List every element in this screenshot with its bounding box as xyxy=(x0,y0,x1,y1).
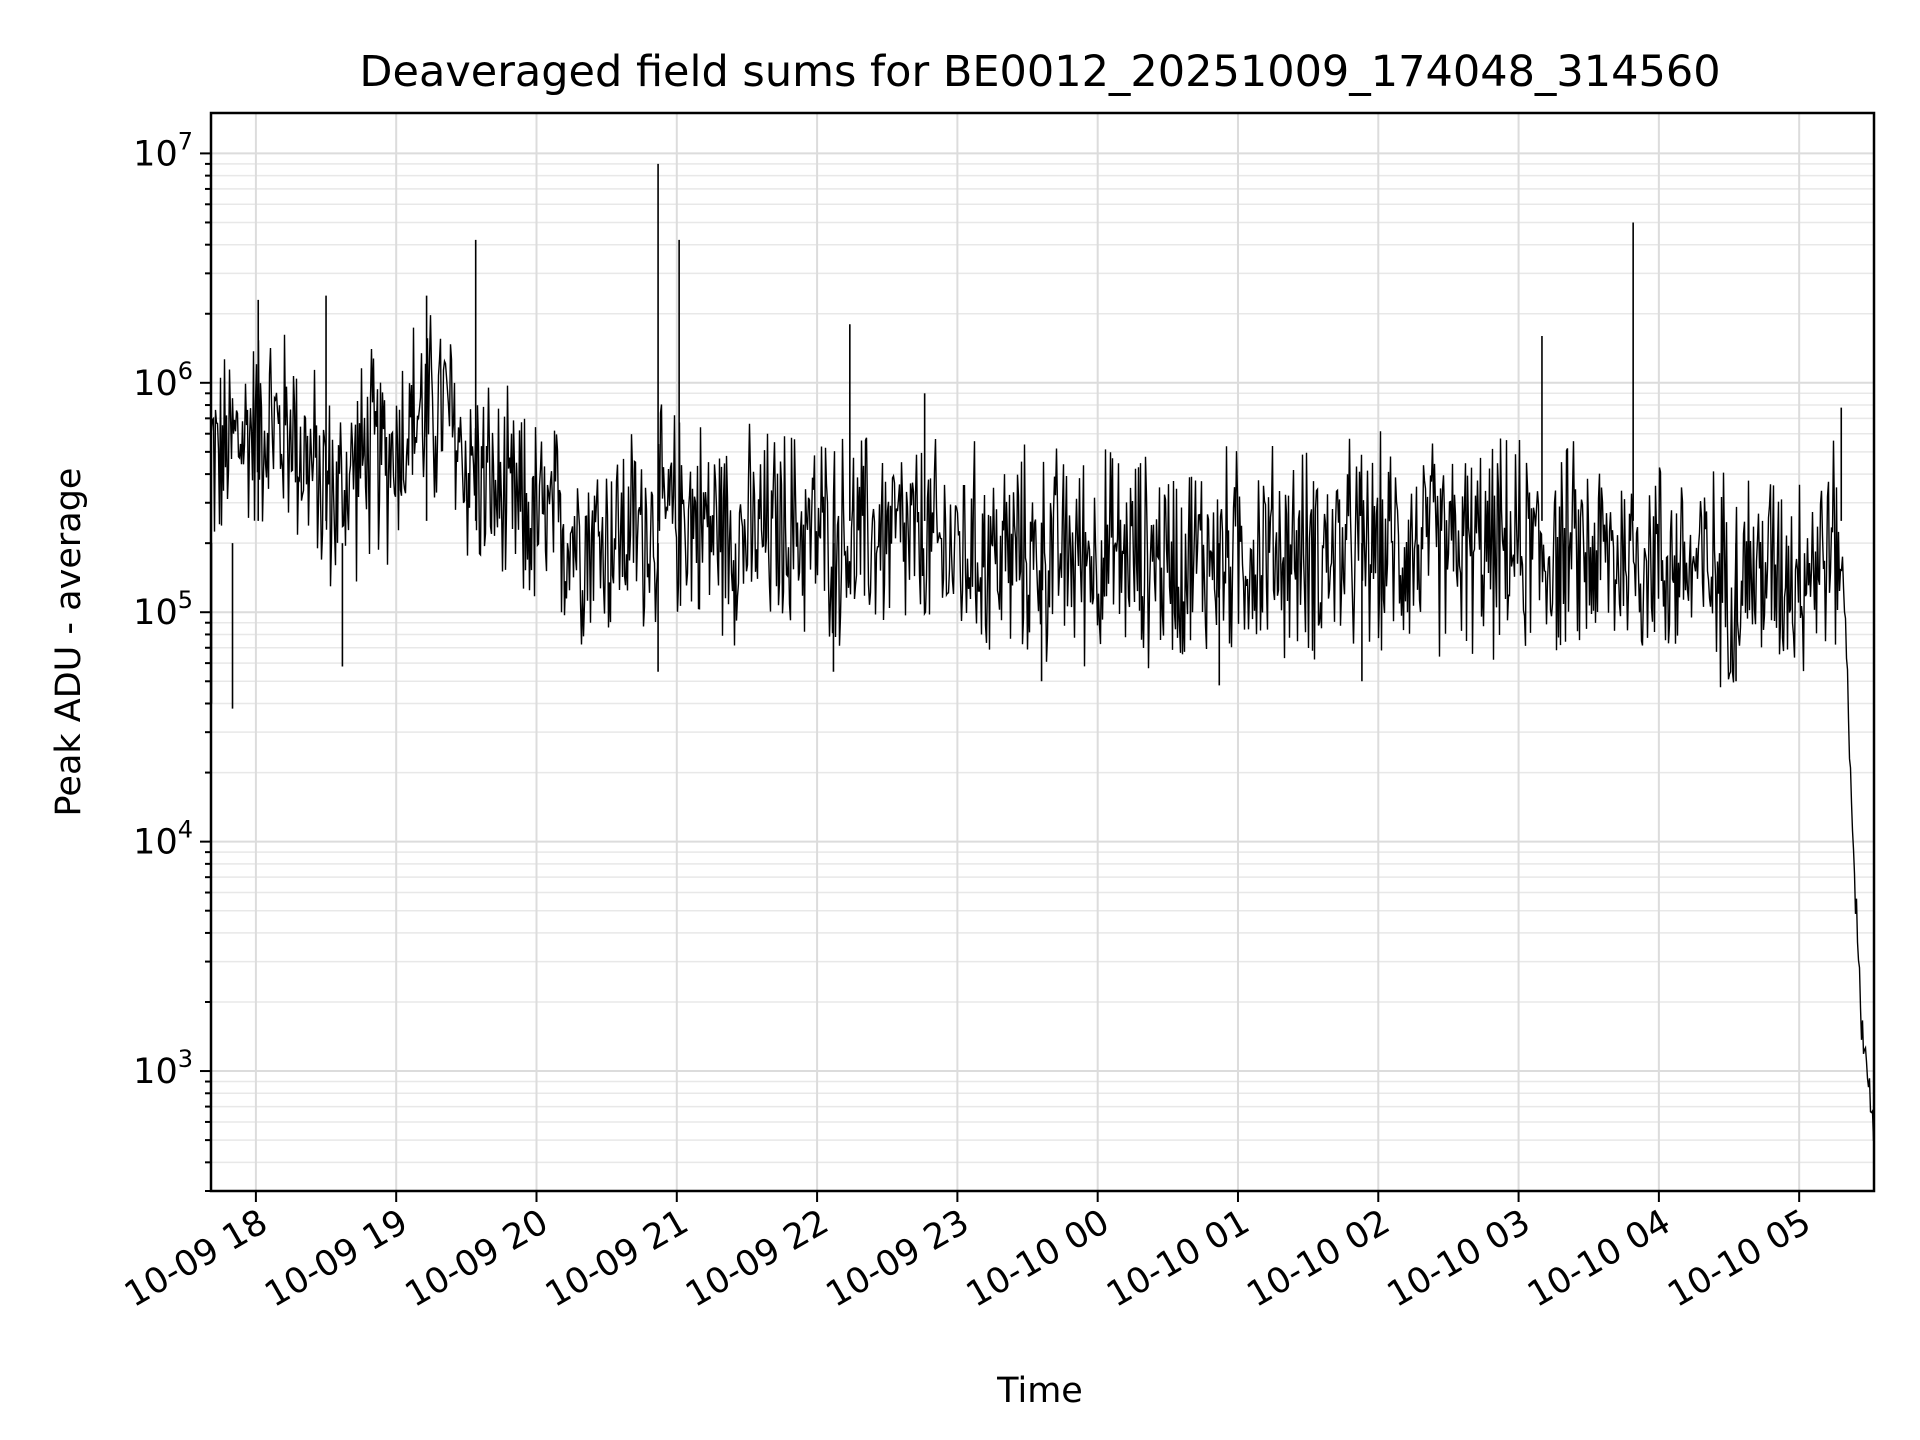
y-tick-label: 106 xyxy=(133,357,193,404)
y-tick-label: 104 xyxy=(133,816,193,863)
grid-layer xyxy=(211,113,1874,1192)
y-tick-label: 103 xyxy=(133,1045,193,1092)
plot-frame xyxy=(209,111,1876,1193)
y-axis: 103 104 105 106 107 xyxy=(133,127,211,1192)
y-axis-label: Peak ADU - average xyxy=(49,468,89,817)
y-tick-label: 107 xyxy=(133,127,193,174)
y-tick-label: 105 xyxy=(133,586,193,633)
chart-title: Deaveraged field sums for BE0012_2025100… xyxy=(359,47,1720,97)
series-layer xyxy=(210,163,1875,1141)
series-line xyxy=(210,315,1875,1141)
x-axis-label: Time xyxy=(996,1371,1083,1411)
